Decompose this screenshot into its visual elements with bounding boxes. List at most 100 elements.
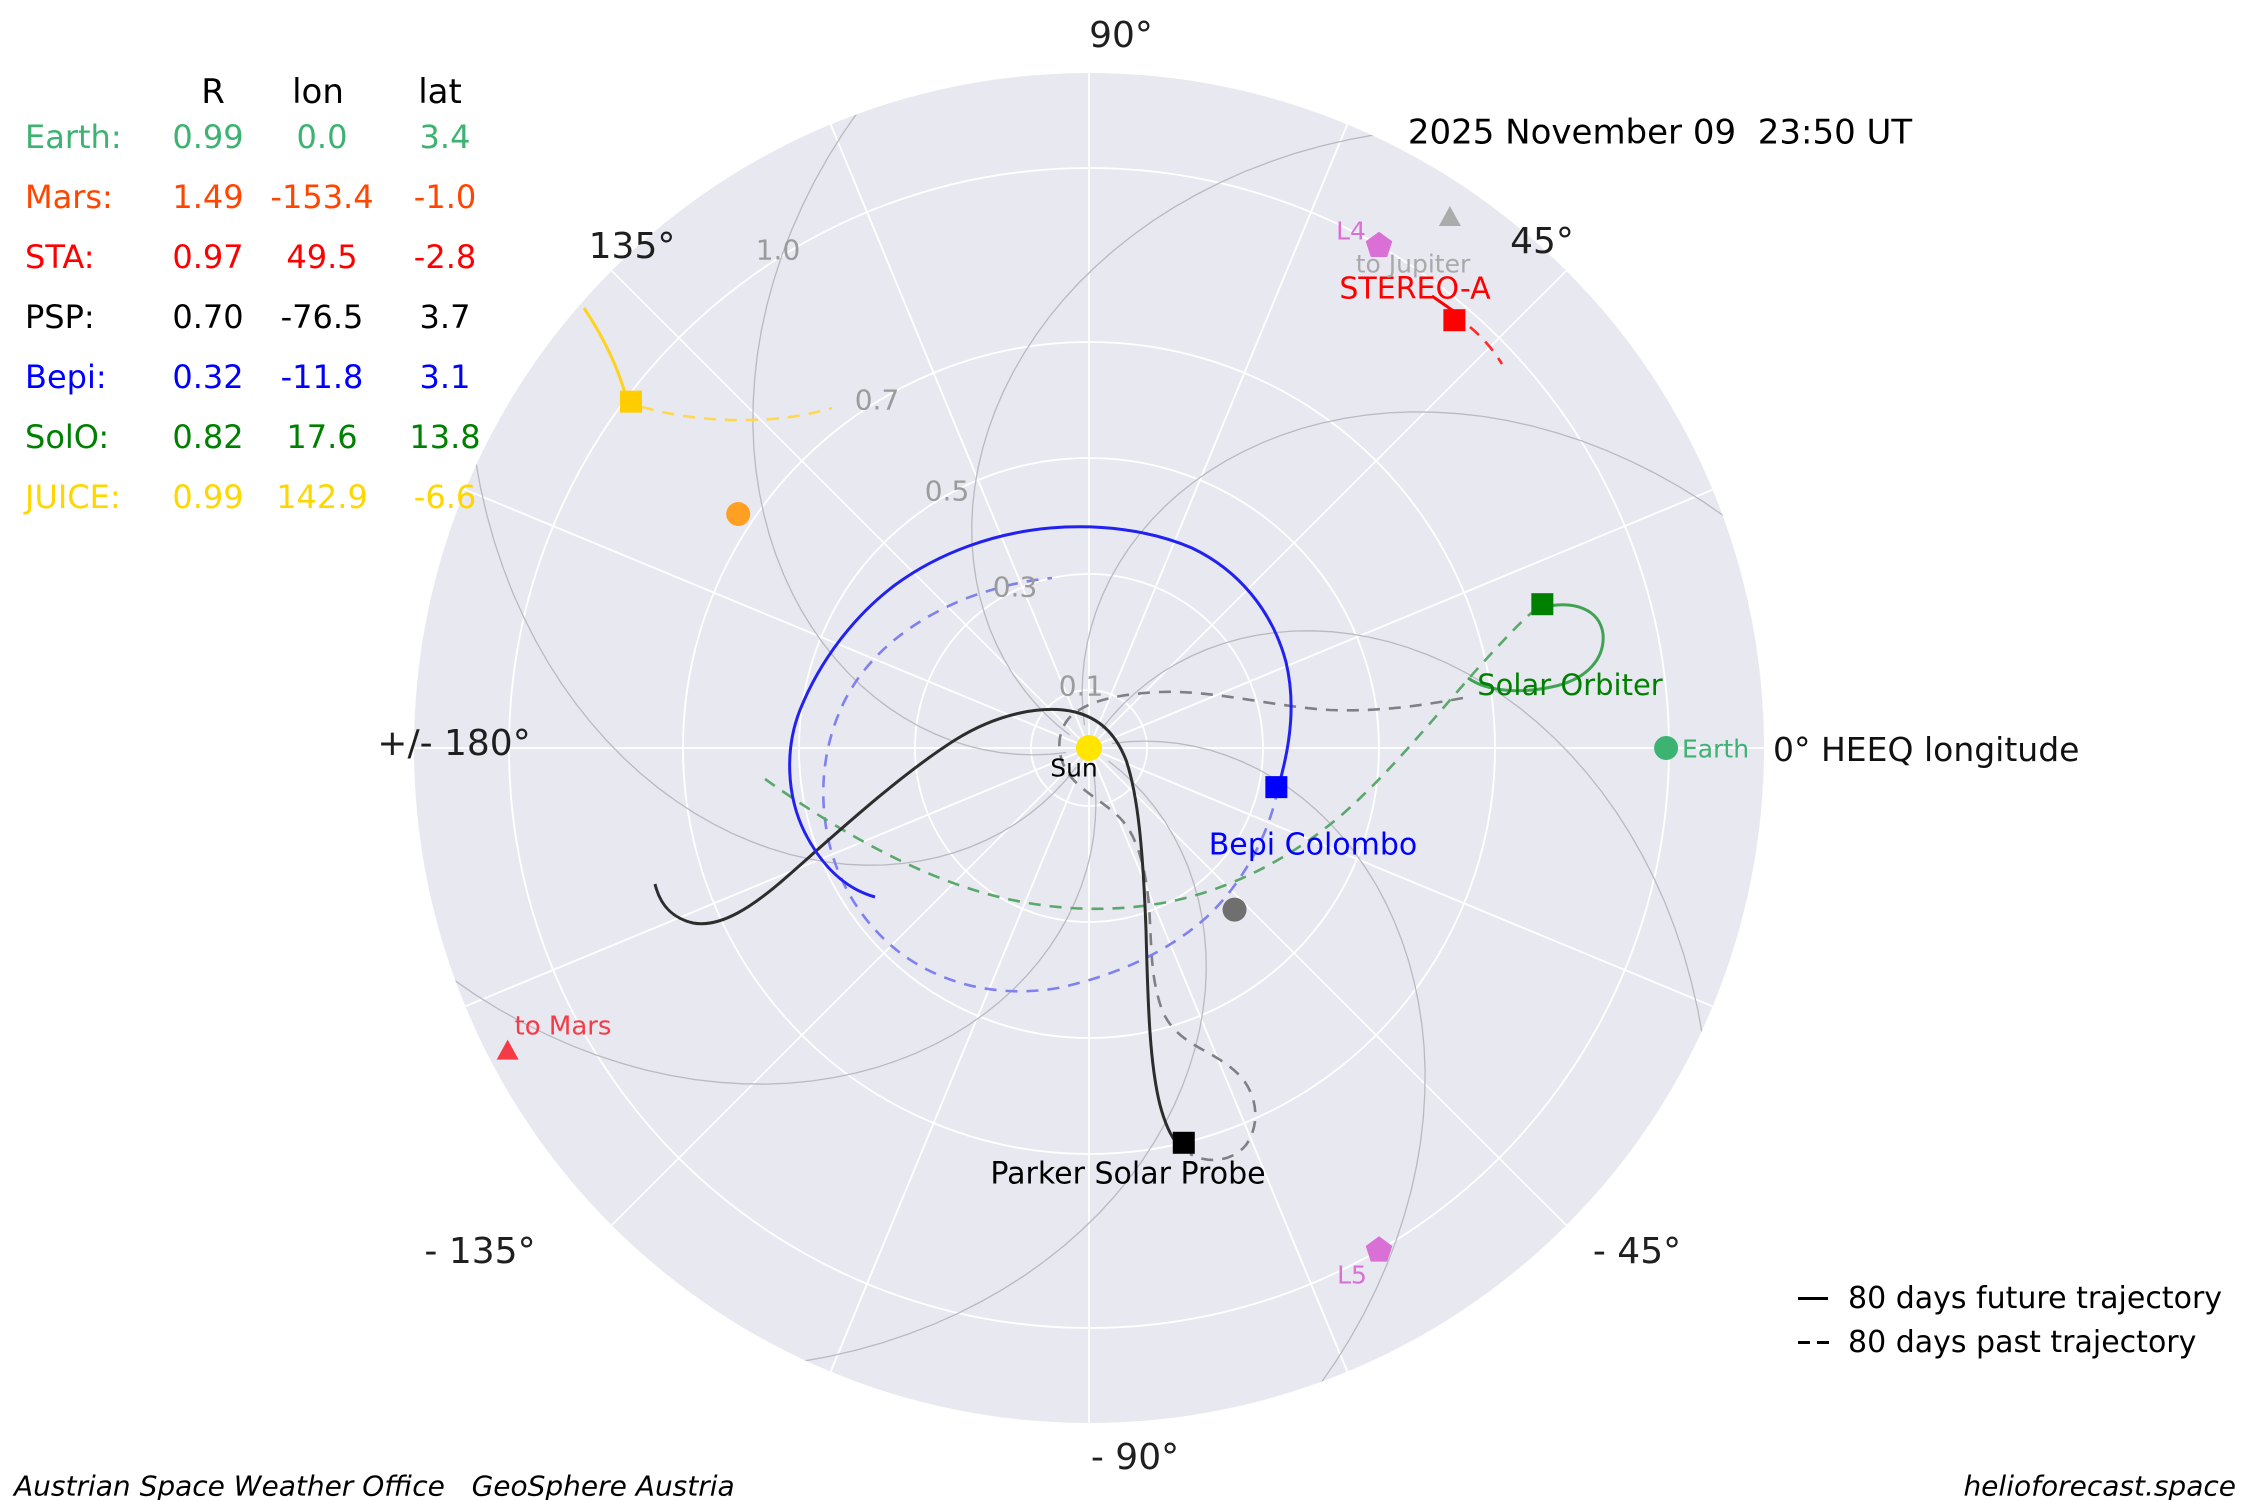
table-row-lon: 49.5 [286,238,358,276]
table-header-lon: lon [292,72,344,112]
table-row-r: 0.70 [172,298,244,336]
sun-label: Sun [1050,753,1098,783]
footer-organization: Austrian Space Weather Office GeoSphere … [14,1469,735,1500]
ray-67.5 [1088,124,1349,749]
juice-past-trajectory [641,405,833,422]
table-row-lon: -11.8 [280,358,364,396]
l5-marker [1365,1236,1393,1262]
ray-112.5 [829,124,1090,749]
ray-202.5 [465,747,1090,1008]
sun-marker [1076,735,1102,761]
ring-tick-0.3: 0.3 [992,570,1038,604]
earth-marker [1654,736,1679,760]
angle-tick-- 135°: - 135° [424,1231,536,1273]
angle-tick-90°: 90° [1089,15,1153,57]
table-row-lat: -1.0 [413,178,477,216]
mercury-marker [1222,897,1247,922]
bepi-future-trajectory [788,525,1293,899]
bepi-past-trajectory [821,576,1280,993]
parker-spiral-5 [474,458,1077,866]
psp-label: Parker Solar Probe [990,1156,1266,1192]
solid-line-swatch [1798,1296,1832,1301]
angle-tick-45°: 45° [1510,221,1574,263]
parker-spiral-0 [1111,740,1426,1387]
l5-label: L5 [1337,1260,1367,1290]
to-jupiter-label: to Jupiter [1355,249,1471,279]
table-row-lat: 13.8 [409,418,481,456]
juice-marker [620,390,643,413]
ray-157.5 [465,488,1090,749]
ring-tick-0.7: 0.7 [854,383,900,417]
psp-future-trajectory [653,707,1189,1154]
parker-spiral-7 [799,760,1207,1363]
table-row-r: 0.99 [172,478,244,516]
ring-tick-1.0: 1.0 [755,233,801,267]
table-row-lon: 142.9 [276,478,368,516]
parker-spiral-1 [1101,630,1704,1038]
table-row-lat: -6.6 [413,478,477,516]
body-markers [496,205,1679,1262]
table-row-lon: 0.0 [296,118,348,156]
angle-tick-135°: 135° [588,226,676,268]
table-header-lat: lat [418,72,462,112]
table-row-name: JUICE: [25,478,121,516]
table-row-lat: 3.1 [419,358,471,396]
table-row-lat: 3.7 [419,298,471,336]
to-mars-label: to Mars [514,1011,612,1042]
table-row-name: Bepi: [25,358,107,396]
angle-tick-- 45°: - 45° [1592,1231,1682,1273]
ray-247.5 [829,747,1090,1372]
angle-tick-+/- 180°: +/- 180° [377,723,531,765]
table-row-r: 0.97 [172,238,244,276]
legend-past-label: 80 days past trajectory [1848,1325,2197,1360]
table-row-lat: 3.4 [419,118,471,156]
parker-spiral-3 [971,133,1379,736]
parker-spiral-6 [450,770,1097,1085]
stereo-a-past-trajectory [1469,326,1504,365]
to-jupiter-marker [1438,205,1461,226]
table-row-name: PSP: [25,298,95,336]
juice-future-trajectory [582,307,629,401]
table-row-name: SolO: [25,418,110,456]
table-row-lon: -153.4 [270,178,374,216]
stereo-a-marker [1443,309,1466,332]
legend-future: 80 days future trajectory [1798,1281,2222,1316]
footer-website: helioforecast.space [1963,1469,2236,1500]
ring-tick-0.1: 0.1 [1058,669,1104,703]
ray-337.5 [1088,747,1713,1008]
earth-label: Earth [1682,734,1750,764]
solo-label: Solar Orbiter [1477,668,1663,703]
solo-marker [1531,593,1554,616]
parker-spiral-4 [752,109,1067,756]
ray-22.5 [1088,488,1713,749]
solo-future-trajectory [1467,603,1605,693]
psp-marker [1172,1131,1195,1154]
heeq-longitude-axis-label: 0° HEEQ longitude [1773,729,2080,769]
sta-label: STEREO-A [1339,271,1491,307]
l4-marker [1365,231,1393,257]
ring-tick-0.5: 0.5 [924,474,970,508]
table-row-name: Mars: [25,178,113,216]
table-row-lon: 17.6 [286,418,358,456]
table-row-name: STA: [25,238,95,276]
bepi-label: Bepi Colombo [1208,827,1418,863]
legend-past: 80 days past trajectory [1798,1325,2196,1360]
parker-spiral-2 [1081,411,1728,726]
table-row-r: 1.49 [172,178,244,216]
table-row-lon: -76.5 [280,298,364,336]
table-header-r: R [201,72,225,112]
table-row-r: 0.32 [172,358,244,396]
venus-marker [726,502,751,527]
to-mars-marker [496,1039,519,1060]
datetime-stamp: 2025 November 09 23:50 UT [1407,112,1913,153]
table-row-r: 0.99 [172,118,244,156]
dashed-line-swatch [1798,1340,1832,1345]
table-row-name: Earth: [25,118,122,156]
bepi-marker [1265,776,1288,799]
table-row-lat: -2.8 [413,238,477,276]
l4-label: L4 [1336,216,1366,246]
legend-future-label: 80 days future trajectory [1848,1281,2223,1316]
table-row-r: 0.82 [172,418,244,456]
